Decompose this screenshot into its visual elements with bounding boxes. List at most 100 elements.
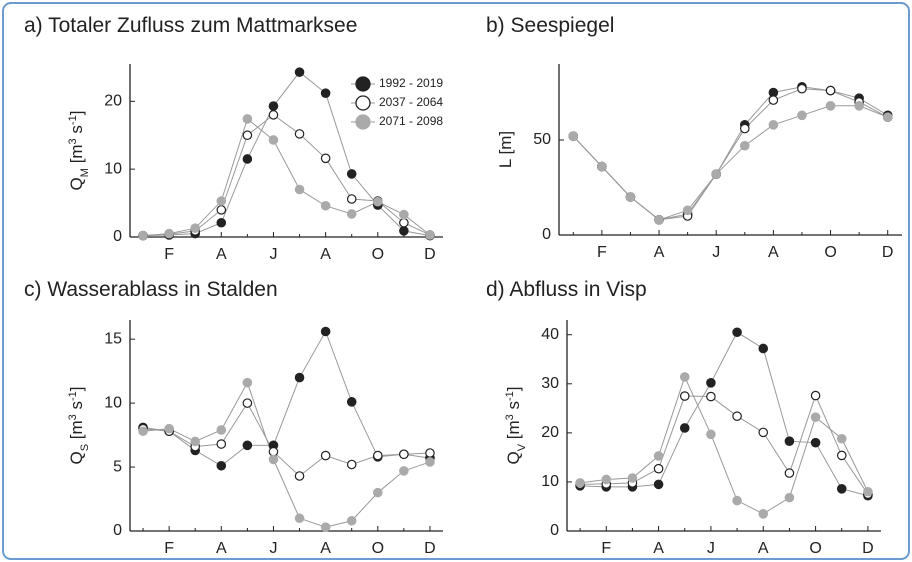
y-axis-label-part: s <box>67 125 86 138</box>
data-point <box>758 343 769 354</box>
data-point <box>399 209 409 220</box>
x-tick-label: O <box>809 540 821 557</box>
data-point <box>320 153 331 164</box>
data-point <box>216 205 227 215</box>
x-tick-label: A <box>768 244 779 261</box>
data-point <box>320 200 331 211</box>
y-tick-label: 10 <box>104 160 122 177</box>
data-point <box>294 129 305 139</box>
data-point <box>242 130 253 141</box>
data-point <box>242 377 253 388</box>
y-axis-label-part: Q <box>504 451 523 464</box>
data-point <box>784 436 795 447</box>
data-point <box>268 110 279 120</box>
data-point <box>882 112 893 122</box>
data-point <box>732 327 742 338</box>
x-tick-label: O <box>824 244 836 261</box>
y-axis-label-part: s <box>67 401 86 414</box>
y-axis-label: L [m] <box>496 131 515 168</box>
data-point <box>268 135 279 145</box>
data-point <box>601 474 612 485</box>
legend-marker <box>355 114 371 130</box>
y-axis-label-part: -1 <box>67 391 79 401</box>
data-point <box>164 228 174 239</box>
data-point <box>653 451 664 461</box>
data-point <box>784 468 795 478</box>
data-point <box>825 101 836 111</box>
data-point <box>399 217 409 228</box>
legend-label: 2071 - 2098 <box>379 114 443 128</box>
data-point <box>346 169 357 179</box>
x-tick-label: D <box>424 246 436 263</box>
data-point <box>627 473 638 483</box>
data-point <box>190 436 201 447</box>
y-axis-label: QS [m3 s-1] <box>67 386 91 464</box>
y-axis-label-part: [m <box>504 420 523 444</box>
data-point <box>568 131 579 141</box>
legend-label: 2037 - 2064 <box>379 95 443 109</box>
data-point <box>654 215 664 225</box>
y-axis-label-part: 3 <box>67 414 79 420</box>
data-point <box>679 372 690 382</box>
data-point <box>797 83 807 94</box>
y-tick-label: 15 <box>104 330 122 347</box>
y-tick-label: 10 <box>541 473 559 490</box>
data-point <box>294 67 305 77</box>
x-tick-label: J <box>269 246 277 263</box>
legend-marker <box>355 76 371 92</box>
y-axis-label-part: -1 <box>67 115 79 125</box>
data-point <box>216 217 227 228</box>
y-axis-label-part: [m <box>67 144 86 168</box>
data-point <box>242 440 253 451</box>
data-point <box>294 184 305 195</box>
x-tick-label: J <box>707 540 715 557</box>
data-point <box>810 390 821 401</box>
y-axis-label-part: 3 <box>67 138 79 144</box>
x-tick-label: F <box>164 246 174 263</box>
data-point <box>706 391 716 402</box>
data-point <box>836 433 847 444</box>
y-tick-label: 0 <box>113 228 122 245</box>
x-tick-label: A <box>216 246 227 263</box>
y-axis-label-part: S <box>79 444 91 451</box>
data-point <box>294 471 305 481</box>
data-point <box>294 513 305 524</box>
y-tick-label: 20 <box>541 424 559 441</box>
y-tick-label: 50 <box>533 131 551 148</box>
data-point <box>653 463 664 474</box>
data-point <box>216 439 227 449</box>
data-point <box>825 85 836 96</box>
data-point <box>810 437 821 448</box>
data-point <box>653 479 664 490</box>
data-point <box>758 509 769 519</box>
data-point <box>739 123 750 134</box>
y-axis-label-part: -1 <box>504 391 516 401</box>
data-point <box>268 101 279 111</box>
data-point <box>216 460 227 471</box>
chart-title: d) Abfluss in Visp <box>486 278 647 301</box>
y-axis-label: QV [m3 s-1] <box>504 386 528 464</box>
y-tick-label: 5 <box>113 458 122 475</box>
data-point <box>625 192 636 202</box>
x-tick-label: O <box>372 540 384 557</box>
data-point <box>679 391 690 401</box>
y-tick-label: 0 <box>542 226 551 243</box>
data-point <box>320 450 331 461</box>
x-tick-label: A <box>320 246 331 263</box>
data-point <box>138 230 148 241</box>
data-point <box>784 492 795 503</box>
data-point <box>372 196 383 207</box>
chart-title: b) Seespiegel <box>486 14 614 37</box>
x-tick-label: F <box>164 540 174 557</box>
data-point <box>346 459 357 470</box>
data-point <box>346 515 357 526</box>
x-tick-label: A <box>216 540 227 557</box>
x-tick-label: D <box>882 244 894 261</box>
legend-marker <box>355 95 371 111</box>
x-tick-label: A <box>320 540 331 557</box>
data-point <box>758 427 769 438</box>
data-point <box>425 457 435 467</box>
x-tick-label: D <box>424 540 436 557</box>
data-point <box>399 466 409 476</box>
